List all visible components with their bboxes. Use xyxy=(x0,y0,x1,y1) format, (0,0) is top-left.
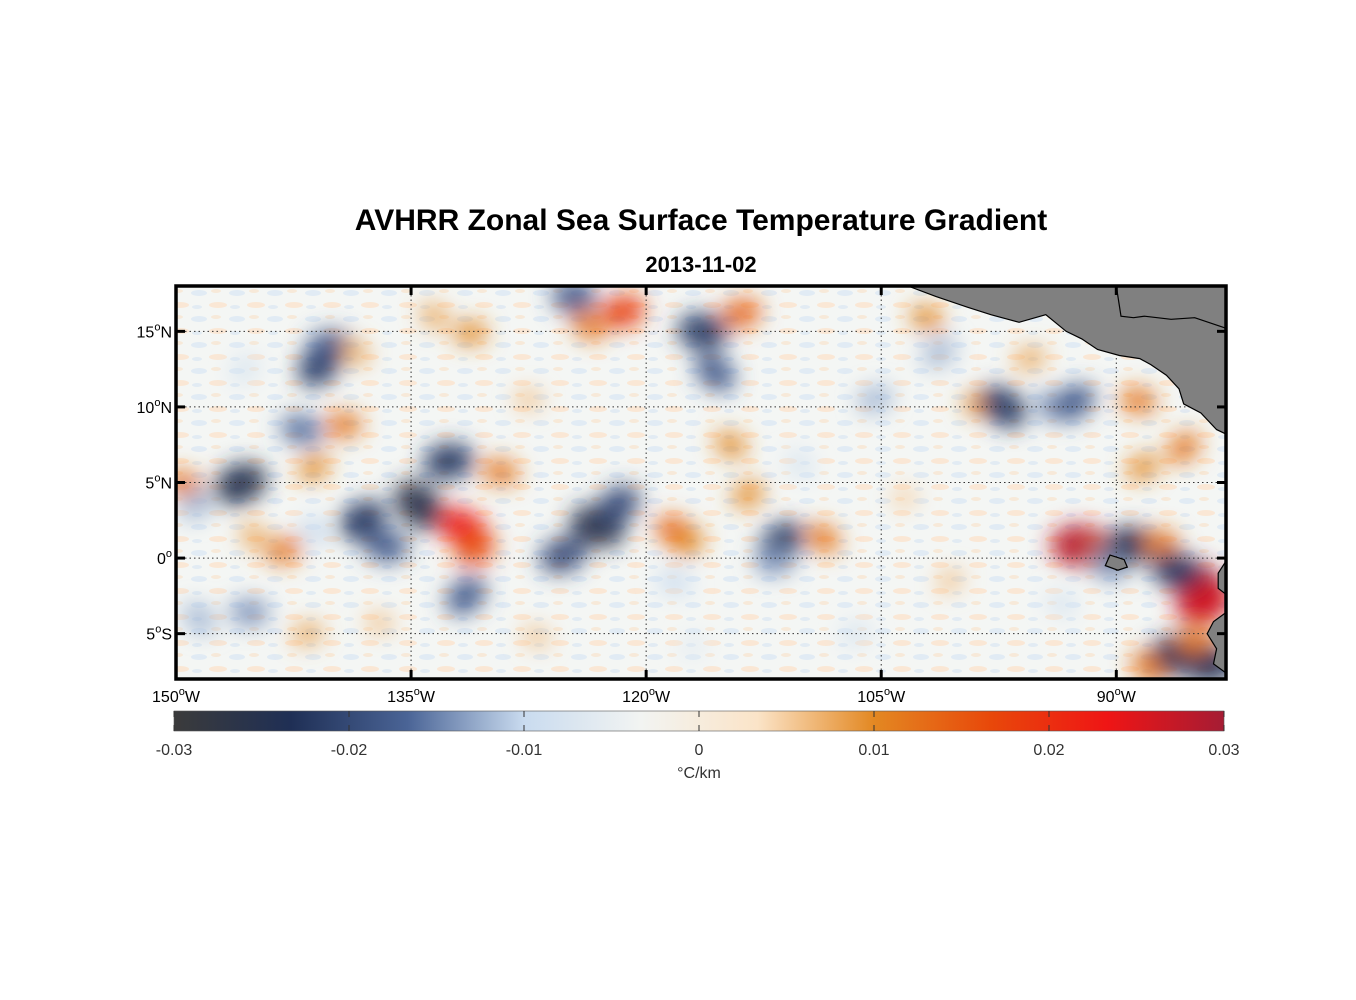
colorbar: -0.03 -0.02 -0.01 0 0.01 0.02 0.03 °C/km xyxy=(156,710,1240,782)
colorbar-ticks xyxy=(173,711,1225,731)
y-tick-label: 10oN xyxy=(137,397,172,417)
gradient-feature xyxy=(657,570,692,595)
gradient-feature xyxy=(280,414,323,445)
y-tick-label: 5oS xyxy=(146,624,172,644)
gradient-feature xyxy=(539,537,587,574)
land-polygon xyxy=(907,286,1226,435)
gradient-field xyxy=(176,286,1226,679)
y-tick-label: 0o xyxy=(157,548,172,568)
gradient-feature xyxy=(714,431,747,458)
gradient-feature xyxy=(266,536,303,565)
gradient-feature xyxy=(1130,651,1165,679)
gradient-feature xyxy=(240,524,269,550)
colorbar-tick-label: -0.03 xyxy=(156,742,193,759)
gradient-feature xyxy=(806,523,841,554)
gradient-feature xyxy=(679,634,707,657)
gradient-feature xyxy=(722,298,762,328)
land-polygon xyxy=(1217,559,1226,596)
y-tick-label: 5oN xyxy=(145,473,172,493)
colorbar-tick-label: 0.02 xyxy=(1033,742,1064,759)
gradient-feature xyxy=(183,603,216,634)
gradient-feature xyxy=(176,470,202,498)
gradient-feature xyxy=(340,340,370,365)
gradient-feature xyxy=(325,412,363,439)
x-tick-label: 105oW xyxy=(857,686,906,706)
gradient-feature xyxy=(909,305,944,331)
gradient-feature xyxy=(731,481,765,508)
gradient-feature xyxy=(365,612,394,634)
gradient-feature xyxy=(551,286,597,313)
colorbar-unit-label: °C/km xyxy=(677,765,721,782)
gradient-feature xyxy=(672,529,705,557)
axis-ticks xyxy=(174,286,1226,679)
colorbar-tick-label: 0.03 xyxy=(1208,742,1239,759)
gradient-feature xyxy=(338,500,387,541)
colorbar-tick-label: 0 xyxy=(695,742,704,759)
y-tick-label: 15oN xyxy=(137,321,172,341)
gradient-feature xyxy=(179,490,214,521)
gradient-feature xyxy=(980,385,1027,428)
x-tick-label: 90oW xyxy=(1097,686,1137,706)
colorbar-tick-labels: -0.03 -0.02 -0.01 0 0.01 0.02 0.03 xyxy=(156,742,1240,759)
gradient-feature xyxy=(695,352,735,392)
gradient-feature xyxy=(522,625,550,648)
gradient-feature xyxy=(937,569,964,593)
gradient-feature xyxy=(1046,591,1077,616)
gradient-feature xyxy=(455,532,496,566)
gradient-feature xyxy=(394,480,444,530)
gradient-feature xyxy=(1014,347,1046,370)
gradient-feature xyxy=(298,453,330,482)
gradient-feature xyxy=(482,458,519,486)
gradient-feature xyxy=(363,529,409,563)
gradient-feature xyxy=(213,462,267,506)
x-tick-label: 120oW xyxy=(622,686,671,706)
gradient-feature xyxy=(1150,551,1201,589)
gradient-feature xyxy=(785,451,814,478)
gradient-feature xyxy=(600,295,645,329)
land-masses xyxy=(907,286,1226,674)
gradient-feature xyxy=(1176,627,1213,655)
chart-subtitle: 2013-11-02 xyxy=(645,252,757,277)
gradient-feature xyxy=(229,598,270,627)
y-axis-labels: 15oN 10oN 5oN 0o 5oS xyxy=(137,321,172,643)
gradient-feature xyxy=(453,320,488,345)
gradient-feature xyxy=(596,485,640,525)
x-axis-labels: 150oW 135oW 120oW 105oW 90oW xyxy=(152,686,1137,706)
gradient-feature xyxy=(1141,529,1179,557)
gradient-feature xyxy=(423,443,474,480)
gradient-feature xyxy=(231,355,259,383)
colorbar-tick-label: 0.01 xyxy=(858,742,889,759)
land-polygon xyxy=(1206,611,1226,674)
gradient-feature xyxy=(922,337,956,368)
gradient-feature xyxy=(514,389,543,410)
land-polygon xyxy=(1115,286,1226,329)
chart-title: AVHRR Zonal Sea Surface Temperature Grad… xyxy=(354,204,1048,237)
gradient-feature xyxy=(1176,582,1226,625)
colorbar-tick-label: -0.01 xyxy=(506,742,543,759)
colorbar-tick-label: -0.02 xyxy=(331,742,368,759)
gradient-feature xyxy=(857,385,893,414)
gradient-feature xyxy=(299,517,332,544)
gradient-feature xyxy=(1167,431,1200,464)
gradient-feature xyxy=(1119,387,1157,415)
map-plot-area: 150oW 135oW 120oW 105oW 90oW 15oN 10oN 5oN 0o 5o… xyxy=(137,284,1228,706)
gradient-feature xyxy=(445,576,486,615)
gradient-feature xyxy=(891,488,919,508)
gradient-feature xyxy=(420,303,449,329)
land-polygon xyxy=(1104,554,1129,571)
gradient-feature xyxy=(307,330,353,363)
gradient-feature xyxy=(1126,454,1160,481)
x-tick-label: 135oW xyxy=(387,686,436,706)
gradient-feature xyxy=(571,310,605,341)
x-tick-label: 150oW xyxy=(152,686,201,706)
gradient-feature xyxy=(754,547,795,576)
gradient-feature xyxy=(1053,384,1095,421)
